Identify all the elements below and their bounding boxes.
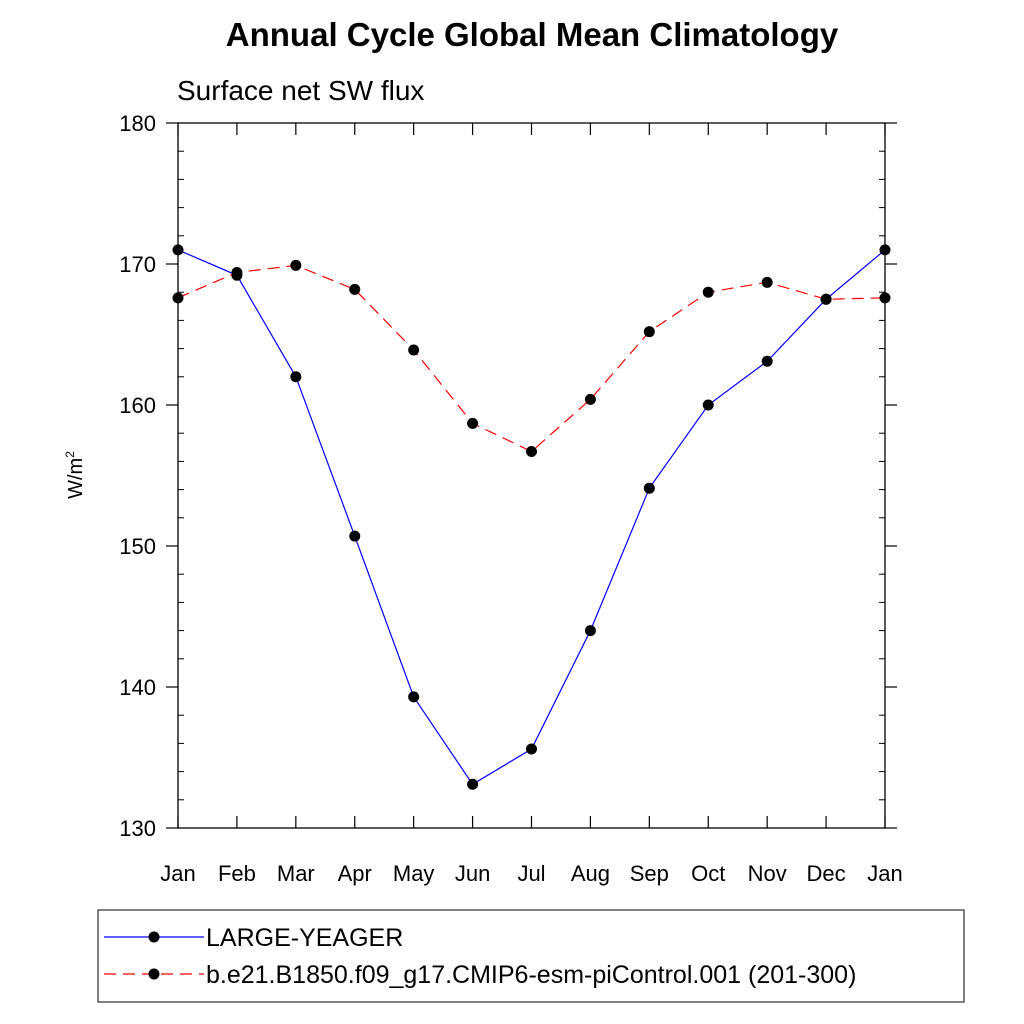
series-2 — [172, 259, 891, 458]
data-point — [172, 292, 184, 304]
x-tick-label: Oct — [691, 861, 725, 886]
data-point — [349, 530, 361, 542]
legend: LARGE-YEAGER b.e21.B1850.f09_g17.CMIP6-es… — [104, 924, 856, 989]
y-tick-label: 180 — [119, 111, 156, 136]
x-tick-label: Jul — [517, 861, 545, 886]
series-line — [177, 249, 886, 786]
data-point — [584, 393, 596, 405]
data-point — [643, 482, 655, 494]
data-point — [231, 266, 243, 278]
series-layer — [172, 244, 891, 790]
data-point — [526, 446, 537, 458]
data-point — [349, 283, 361, 295]
x-tick-label: Jun — [455, 861, 490, 886]
legend-box — [97, 909, 965, 1003]
y-axis-label-superscript: 2 — [63, 451, 77, 458]
series-1 — [172, 244, 891, 790]
y-tick-label: 130 — [119, 816, 156, 841]
x-tick-label: Nov — [748, 861, 787, 886]
data-point — [408, 344, 420, 356]
data-point — [879, 292, 891, 304]
y-axis-label-base: W/m — [65, 458, 87, 499]
axes-layer: Jan Feb Mar Apr May Jun Jul Aug Sep Oct Nov Dec Jan1… — [119, 111, 902, 886]
x-tick-label: Jan — [867, 861, 902, 886]
y-tick-label: 150 — [119, 534, 156, 559]
chart-subtitle: Surface net SW flux — [177, 75, 424, 106]
data-point — [467, 778, 479, 790]
data-point — [761, 355, 773, 367]
legend-marker — [148, 931, 160, 943]
data-point — [526, 743, 537, 755]
data-point — [879, 244, 891, 256]
chart-title: Annual Cycle Global Mean Climatology — [226, 16, 839, 53]
x-tick-label: Dec — [807, 861, 846, 886]
data-point — [761, 276, 773, 288]
x-tick-label: Aug — [571, 861, 610, 886]
x-tick-label: Sep — [630, 861, 669, 886]
x-tick-label: Jan — [160, 861, 195, 886]
data-point — [820, 293, 832, 305]
y-tick-label: 160 — [119, 393, 156, 418]
y-axis-label: W/m2 — [63, 451, 87, 499]
data-point — [702, 399, 714, 411]
data-point — [290, 371, 302, 383]
plot-frame — [177, 122, 886, 829]
data-point — [408, 691, 420, 703]
series-line — [177, 264, 886, 453]
legend-label: b.e21.B1850.f09_g17.CMIP6-esm-piControl.… — [206, 961, 856, 989]
legend-label: LARGE-YEAGER — [206, 924, 403, 952]
legend-item: b.e21.B1850.f09_g17.CMIP6-esm-piControl.… — [104, 961, 856, 989]
legend-item: LARGE-YEAGER — [104, 924, 403, 952]
data-point — [290, 259, 302, 271]
data-point — [643, 326, 655, 338]
y-tick-label: 140 — [119, 675, 156, 700]
x-tick-label: Mar — [277, 861, 315, 886]
x-tick-label: May — [393, 861, 435, 886]
data-point — [467, 417, 479, 429]
x-tick-label: Feb — [218, 861, 256, 886]
x-tick-label: Apr — [338, 861, 372, 886]
data-point — [584, 625, 596, 637]
data-point — [702, 286, 714, 298]
legend-marker — [148, 968, 160, 980]
data-point — [172, 244, 184, 256]
y-tick-label: 170 — [119, 252, 156, 277]
